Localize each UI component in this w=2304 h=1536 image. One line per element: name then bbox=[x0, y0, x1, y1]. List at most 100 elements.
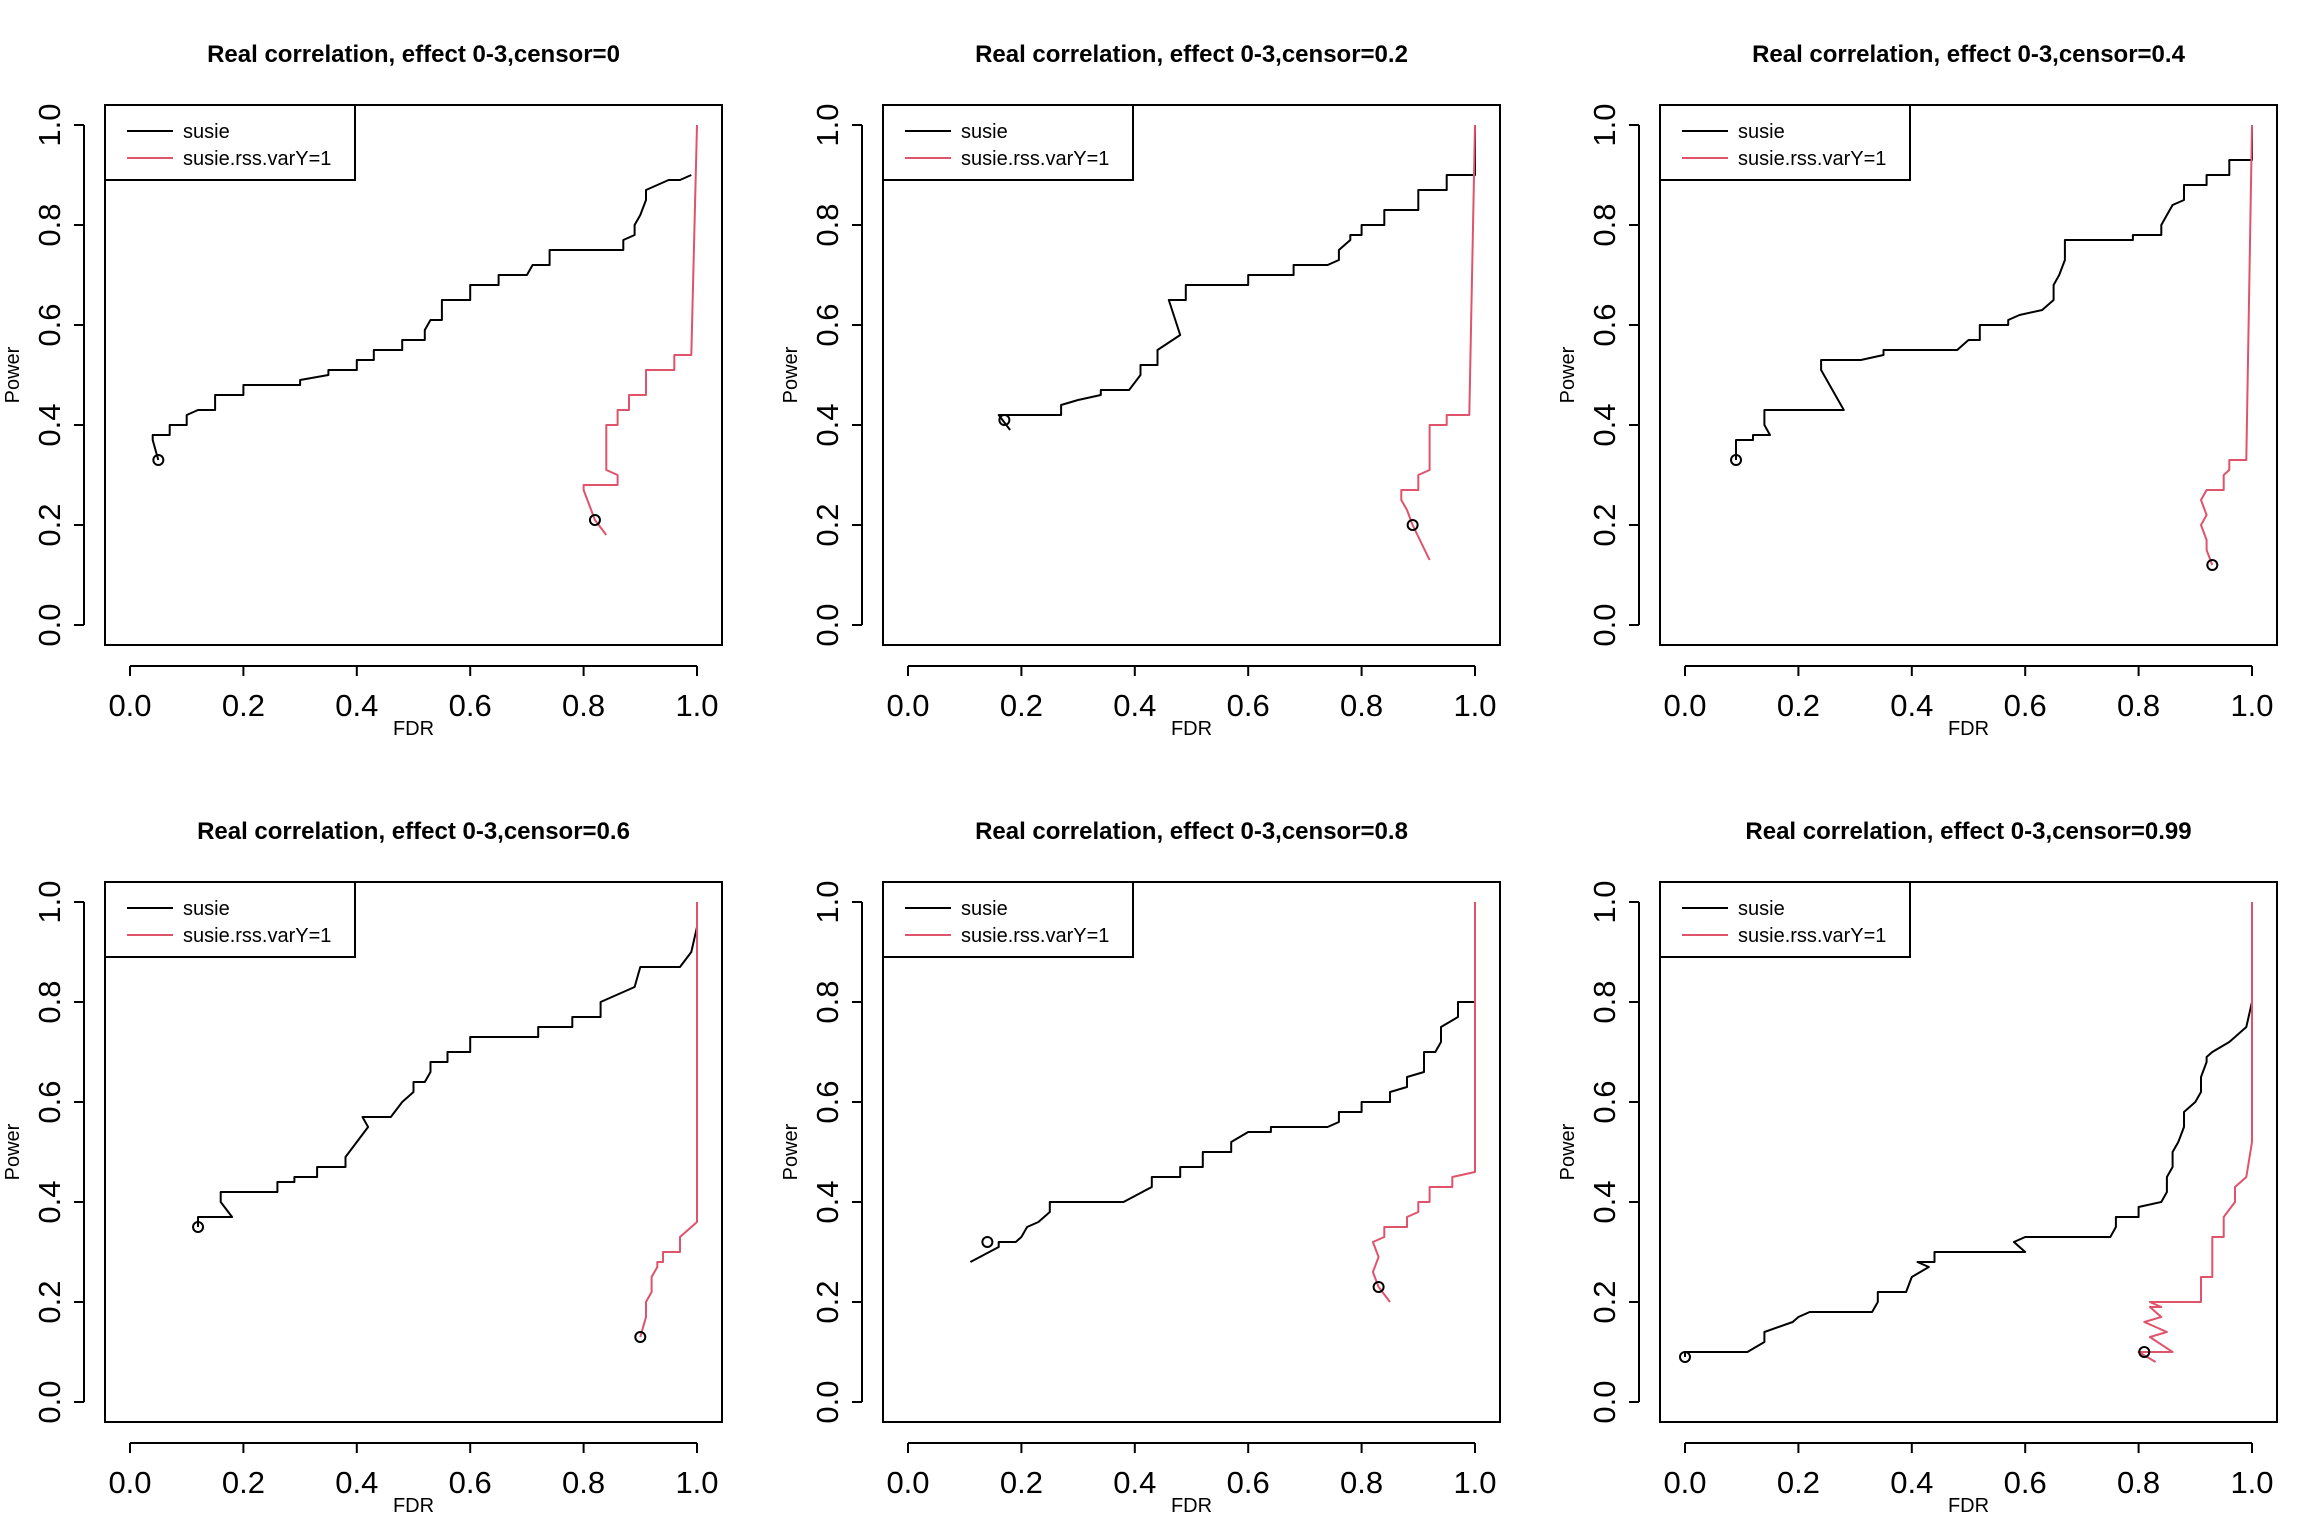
panel-title: Real correlation, effect 0-3,censor=0.8 bbox=[975, 818, 1408, 845]
start-point-marker bbox=[2138, 1346, 2151, 1358]
series-line-susie bbox=[1735, 125, 2253, 460]
series-line-susie-rss bbox=[639, 902, 698, 1338]
x-tick-label: 0.8 bbox=[1340, 1465, 1383, 1500]
x-tick-label: 0.6 bbox=[2004, 1465, 2047, 1500]
y-tick-label: 0.8 bbox=[32, 980, 67, 1023]
legend-box bbox=[1659, 104, 1911, 181]
series-line-susie bbox=[151, 174, 692, 461]
x-axis-label: FDR bbox=[1948, 1495, 1989, 1517]
y-axis-label: Power bbox=[2, 346, 24, 403]
x-tick-label: 0.2 bbox=[222, 1465, 265, 1500]
y-axis-label: Power bbox=[2, 1123, 24, 1180]
y-tick-label: 0.4 bbox=[1587, 1180, 1622, 1223]
x-tick-label: 0.2 bbox=[222, 688, 265, 723]
start-point-marker bbox=[152, 454, 165, 466]
y-tick-label: 0.2 bbox=[1587, 503, 1622, 546]
x-tick-label: 0.4 bbox=[1890, 688, 1933, 723]
y-tick-label: 0.6 bbox=[810, 303, 845, 346]
panel-title: Real correlation, effect 0-3,censor=0.99 bbox=[1745, 818, 2191, 845]
y-tick-label: 0.2 bbox=[810, 1280, 845, 1323]
x-tick-label: 0.6 bbox=[1227, 688, 1270, 723]
y-axis-label: Power bbox=[780, 346, 802, 403]
y-tick-label: 0.4 bbox=[32, 1180, 67, 1223]
y-tick-label: 1.0 bbox=[32, 880, 67, 923]
legend-label: susie.rss.varY=1 bbox=[1738, 925, 1886, 947]
x-tick-label: 0.2 bbox=[1777, 688, 1820, 723]
y-tick-label: 1.0 bbox=[810, 103, 845, 146]
start-point-marker bbox=[588, 514, 601, 526]
x-tick-label: 0.8 bbox=[562, 688, 605, 723]
y-axis-label: Power bbox=[1557, 346, 1579, 403]
start-point-marker bbox=[1406, 519, 1419, 531]
x-tick-label: 0.4 bbox=[1113, 1465, 1156, 1500]
series-line-susie-rss bbox=[1371, 902, 1476, 1303]
y-axis-label: Power bbox=[780, 1123, 802, 1180]
y-tick-label: 0.0 bbox=[1587, 603, 1622, 646]
legend: susie susie.rss.varY=1 bbox=[104, 881, 356, 958]
y-tick-label: 0.2 bbox=[1587, 1280, 1622, 1323]
x-tick-label: 0.2 bbox=[1000, 688, 1043, 723]
series-line-susie-rss bbox=[1400, 124, 1476, 561]
legend-label: susie bbox=[1738, 121, 1785, 143]
legend-label: susie bbox=[1738, 898, 1785, 920]
legend-label: susie.rss.varY=1 bbox=[183, 925, 331, 947]
panel-title: Real correlation, effect 0-3,censor=0.6 bbox=[197, 818, 630, 845]
panel-5: Real correlation, effect 0-3,censor=0.8 0… bbox=[780, 818, 1501, 1517]
y-tick-label: 0.0 bbox=[810, 1380, 845, 1423]
legend-box bbox=[104, 881, 356, 958]
y-tick-label: 0.6 bbox=[32, 1080, 67, 1123]
panel-title: Real correlation, effect 0-3,censor=0.2 bbox=[975, 41, 1408, 68]
y-tick-label: 0.8 bbox=[1587, 980, 1622, 1023]
panel-title: Real correlation, effect 0-3,censor=0 bbox=[207, 41, 620, 68]
x-tick-label: 0.6 bbox=[2004, 688, 2047, 723]
legend-label: susie bbox=[961, 121, 1008, 143]
y-tick-label: 0.0 bbox=[1587, 1380, 1622, 1423]
x-tick-label: 1.0 bbox=[2230, 688, 2273, 723]
y-tick-label: 0.0 bbox=[32, 1380, 67, 1423]
panel-6: Real correlation, effect 0-3,censor=0.99… bbox=[1557, 818, 2278, 1517]
x-tick-label: 1.0 bbox=[2230, 1465, 2273, 1500]
legend: susie susie.rss.varY=1 bbox=[1659, 104, 1911, 181]
legend-label: susie bbox=[183, 898, 230, 920]
x-tick-label: 0.0 bbox=[108, 1465, 151, 1500]
start-point-marker bbox=[2206, 559, 2219, 571]
panel-3: Real correlation, effect 0-3,censor=0.4 0… bbox=[1557, 41, 2278, 740]
y-tick-label: 0.0 bbox=[32, 603, 67, 646]
start-point-marker bbox=[1679, 1351, 1691, 1363]
x-axis-label: FDR bbox=[1948, 718, 1989, 740]
x-tick-label: 0.2 bbox=[1000, 1465, 1043, 1500]
legend-label: susie.rss.varY=1 bbox=[1738, 148, 1886, 170]
series-line-susie bbox=[969, 987, 1476, 1263]
x-tick-label: 1.0 bbox=[1453, 688, 1496, 723]
y-tick-label: 0.4 bbox=[1587, 403, 1622, 446]
x-tick-label: 0.8 bbox=[2117, 1465, 2160, 1500]
plot-frame bbox=[1659, 881, 2278, 1423]
x-axis-label: FDR bbox=[393, 718, 434, 740]
x-axis-label: FDR bbox=[1171, 718, 1212, 740]
panel-title: Real correlation, effect 0-3,censor=0.4 bbox=[1752, 41, 2186, 68]
legend-label: susie bbox=[961, 898, 1008, 920]
series-line-susie-rss bbox=[2200, 124, 2253, 566]
x-tick-label: 0.0 bbox=[1663, 688, 1706, 723]
x-tick-label: 1.0 bbox=[675, 688, 718, 723]
y-tick-label: 0.6 bbox=[810, 1080, 845, 1123]
plot-frame bbox=[104, 881, 723, 1423]
x-tick-label: 0.8 bbox=[1340, 688, 1383, 723]
y-tick-label: 1.0 bbox=[32, 103, 67, 146]
y-tick-label: 0.6 bbox=[32, 303, 67, 346]
x-tick-label: 0.0 bbox=[108, 688, 151, 723]
legend: susie susie.rss.varY=1 bbox=[882, 881, 1134, 958]
x-tick-label: 0.8 bbox=[562, 1465, 605, 1500]
legend-label: susie.rss.varY=1 bbox=[961, 148, 1109, 170]
series-line-susie bbox=[997, 125, 1476, 431]
series-line-susie bbox=[1684, 902, 2253, 1357]
plot-frame bbox=[1659, 104, 2278, 646]
plot-frame bbox=[104, 104, 723, 646]
start-point-marker bbox=[998, 414, 1011, 426]
y-axis-label: Power bbox=[1557, 1123, 1579, 1180]
legend-box bbox=[882, 881, 1134, 958]
legend-box bbox=[882, 104, 1134, 181]
y-tick-label: 0.8 bbox=[1587, 203, 1622, 246]
x-tick-label: 0.8 bbox=[2117, 688, 2160, 723]
